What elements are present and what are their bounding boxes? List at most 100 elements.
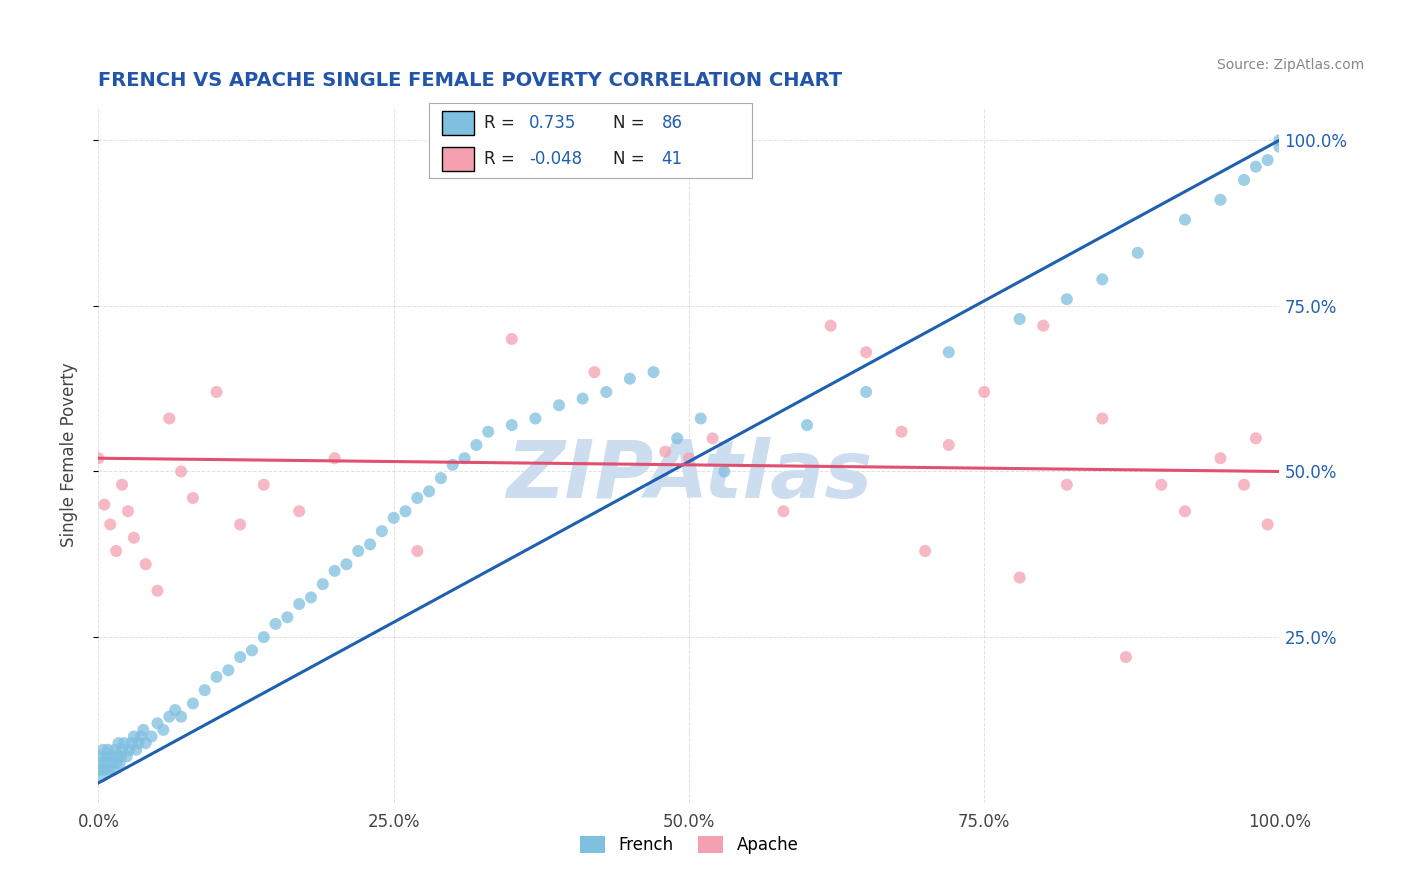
Point (229, 650, 252, 665)
Point (654, 444, 676, 458)
Point (299, 591, 322, 605)
Point (111, 743, 134, 757)
Point (87, 756, 110, 770)
Point (103, 763, 125, 777)
Point (938, 438, 960, 452)
Point (135, 558, 157, 572)
FancyBboxPatch shape (441, 146, 474, 171)
Point (121, 736, 143, 750)
Point (441, 458, 464, 472)
Point (666, 431, 689, 445)
Point (501, 332, 523, 346)
Point (105, 749, 128, 764)
Point (406, 544, 429, 558)
Point (240, 643, 263, 657)
Point (453, 451, 475, 466)
Point (217, 663, 239, 677)
Point (1008, 312, 1031, 326)
Text: 41: 41 (662, 150, 683, 168)
Point (1056, 292, 1078, 306)
Point (1209, 451, 1232, 466)
Text: FRENCH VS APACHE SINGLE FEMALE POVERTY CORRELATION CHART: FRENCH VS APACHE SINGLE FEMALE POVERTY C… (98, 71, 842, 90)
Point (1233, 173, 1256, 187)
Point (973, 384, 995, 399)
Text: N =: N = (613, 150, 645, 168)
Point (90, 749, 112, 764)
Point (135, 736, 157, 750)
Point (312, 577, 335, 591)
Point (170, 709, 193, 723)
Point (820, 318, 842, 333)
Point (406, 491, 429, 505)
Point (583, 365, 606, 379)
Point (105, 544, 128, 558)
Point (98, 756, 121, 770)
Point (548, 398, 571, 412)
Point (855, 345, 877, 359)
Point (107, 736, 129, 750)
Point (855, 384, 877, 399)
Text: R =: R = (484, 114, 515, 132)
Point (205, 670, 228, 684)
Point (146, 716, 169, 731)
Point (571, 392, 593, 406)
Point (276, 610, 298, 624)
Text: 86: 86 (662, 114, 683, 132)
Text: N =: N = (613, 114, 645, 132)
Point (253, 477, 276, 491)
Point (94, 756, 117, 770)
Point (1174, 504, 1197, 518)
Point (643, 365, 665, 379)
Point (501, 418, 523, 433)
Point (1257, 517, 1279, 532)
Point (157, 709, 180, 723)
Point (91, 769, 114, 783)
Point (117, 504, 139, 518)
Point (772, 504, 794, 518)
Point (914, 544, 936, 558)
Point (359, 537, 381, 551)
Point (382, 511, 405, 525)
Point (165, 703, 187, 717)
Point (713, 465, 735, 479)
Text: Source: ZipAtlas.com: Source: ZipAtlas.com (1216, 58, 1364, 72)
Point (1091, 411, 1114, 425)
Point (146, 583, 169, 598)
Point (132, 723, 155, 737)
Point (1032, 318, 1054, 333)
Point (170, 465, 193, 479)
Point (104, 743, 127, 757)
Point (288, 504, 311, 518)
Text: -0.048: -0.048 (529, 150, 582, 168)
Point (371, 524, 394, 538)
Point (1244, 160, 1267, 174)
Point (91, 743, 114, 757)
Point (430, 471, 453, 485)
Point (689, 411, 711, 425)
Point (1257, 153, 1279, 167)
Point (152, 723, 174, 737)
Point (229, 517, 252, 532)
Point (890, 425, 912, 439)
Point (477, 425, 499, 439)
Point (323, 451, 346, 466)
Point (1244, 431, 1267, 445)
Point (678, 451, 700, 466)
Point (112, 736, 135, 750)
Point (1233, 477, 1256, 491)
Point (253, 630, 276, 644)
Point (97, 743, 120, 757)
Point (1091, 272, 1114, 286)
FancyBboxPatch shape (441, 111, 474, 136)
Point (98, 517, 121, 532)
Point (1268, 133, 1291, 147)
Point (1174, 212, 1197, 227)
Point (101, 749, 124, 764)
Point (87, 451, 110, 466)
Text: R =: R = (484, 150, 515, 168)
Point (1056, 477, 1078, 491)
Point (93, 763, 115, 777)
Point (1115, 650, 1137, 665)
Point (105, 756, 128, 770)
Point (1150, 477, 1173, 491)
